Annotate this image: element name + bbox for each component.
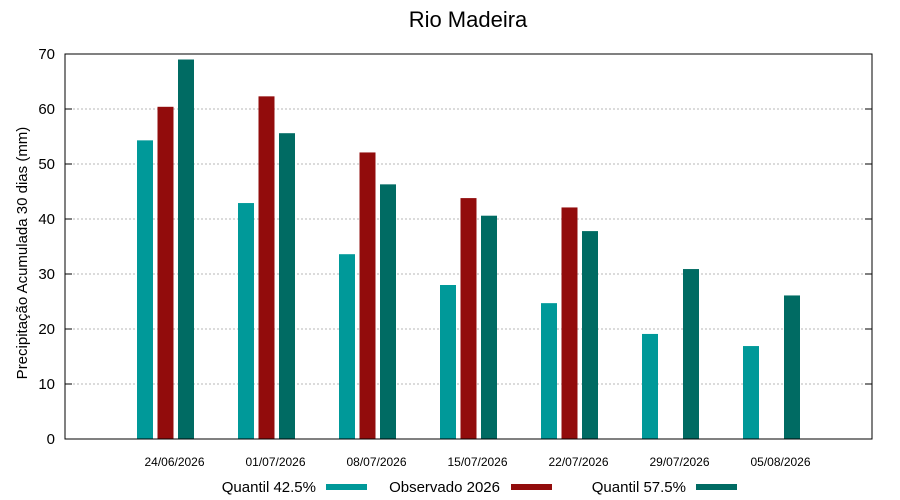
x-tick-label: 01/07/2026 — [245, 455, 305, 469]
y-tick-label: 30 — [38, 266, 55, 283]
plot-frame — [64, 53, 873, 440]
x-tick-label: 22/07/2026 — [548, 455, 608, 469]
x-tick-label: 15/07/2026 — [447, 455, 507, 469]
bar — [743, 346, 759, 439]
bar — [279, 133, 295, 439]
bar — [339, 254, 355, 439]
legend-label: Observado 2026 — [389, 479, 500, 496]
bar — [642, 333, 658, 439]
legend-label: Quantil 57.5% — [592, 479, 686, 496]
bar — [460, 198, 477, 439]
bar — [178, 59, 194, 439]
bar — [561, 207, 578, 439]
bar — [238, 203, 254, 439]
bar — [380, 184, 396, 439]
bars — [137, 59, 800, 440]
grid-lines — [65, 108, 872, 385]
x-tick-labels: 24/06/2026 01/07/2026 08/07/2026 15/07/2026… — [144, 455, 810, 469]
y-tick-label: 0 — [47, 431, 55, 448]
bar — [137, 140, 153, 439]
bar — [440, 285, 456, 439]
y-tick-label: 40 — [38, 211, 55, 228]
bar — [541, 303, 557, 439]
x-tick-label: 24/06/2026 — [144, 455, 204, 469]
legend: Quantil 42.5% Observado 2026 Quantil 57.5% — [222, 479, 737, 496]
y-tick-labels: 0 10 20 30 40 50 60 70 — [38, 46, 872, 448]
bar — [157, 106, 174, 440]
legend-label: Quantil 42.5% — [222, 479, 316, 496]
y-tick-label: 20 — [38, 321, 55, 338]
bar — [481, 215, 497, 439]
y-tick-label: 70 — [38, 46, 55, 63]
x-tick-label: 29/07/2026 — [649, 455, 709, 469]
bar — [258, 96, 275, 439]
bar — [784, 295, 800, 439]
x-tick-label: 05/08/2026 — [750, 455, 810, 469]
y-axis-label: Precipitação Acumulada 30 dias (mm) — [14, 127, 31, 380]
legend-swatch — [511, 484, 552, 490]
bar — [582, 231, 598, 439]
legend-swatch — [326, 484, 367, 490]
bar — [683, 269, 699, 439]
x-tick-label: 08/07/2026 — [346, 455, 406, 469]
chart-title: Rio Madeira — [409, 7, 528, 32]
y-tick-label: 60 — [38, 101, 55, 118]
bar — [359, 152, 376, 439]
legend-swatch — [696, 484, 737, 490]
y-tick-label: 10 — [38, 376, 55, 393]
y-tick-label: 50 — [38, 156, 55, 173]
